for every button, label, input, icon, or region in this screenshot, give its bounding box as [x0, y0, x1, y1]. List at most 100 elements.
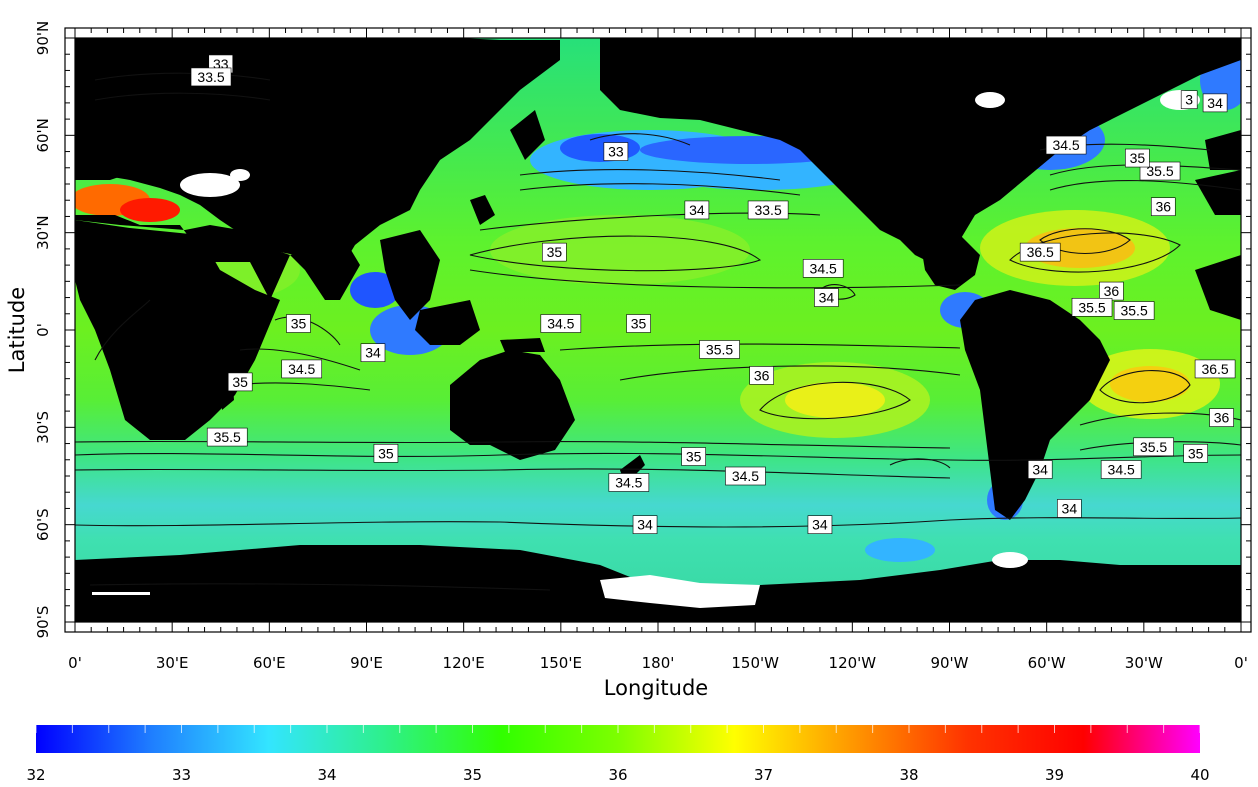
- contour-label-text: 35.5: [1120, 303, 1147, 319]
- contour-label-box: [1202, 93, 1228, 113]
- y-tick-label: 60'N: [34, 118, 52, 152]
- x-tick-label: 60'W: [1028, 654, 1066, 672]
- contour-label-box: [608, 473, 650, 492]
- contour-label-text: 34: [1032, 462, 1048, 478]
- contour-label: 34.5: [725, 466, 766, 486]
- contour-label-box: [373, 443, 399, 463]
- contour-label-text: 36: [1214, 410, 1230, 426]
- contour-label-box: [206, 427, 248, 447]
- colorbar-tick-label: 40: [1190, 766, 1209, 784]
- y-axis-tick-labels: 90'N 60'N 30'N 0' 30'S 60'S 90'S: [34, 21, 52, 639]
- contour-label: 36.5: [1019, 242, 1061, 262]
- contour-label: 35.5: [1071, 297, 1113, 317]
- contour-label-text: 35: [547, 244, 563, 260]
- x-axis-title: Longitude: [604, 676, 708, 700]
- contour-label: 35: [626, 314, 651, 333]
- contour-label-text: 34.5: [547, 316, 574, 332]
- contour-label-box: [1194, 359, 1236, 379]
- contour-label-text: 35: [686, 449, 702, 465]
- x-tick-label: 90'E: [350, 654, 383, 672]
- contour-label: 36: [1209, 408, 1234, 427]
- y-tick-label: 30'S: [34, 411, 52, 444]
- contour-label-text: 34: [1207, 95, 1223, 111]
- frame-ticks: [65, 28, 1251, 632]
- contour-label: 34.5: [1045, 135, 1087, 155]
- contour-label-box: [1139, 161, 1181, 181]
- x-axis-tick-labels: 0' 30'E 60'E 90'E 120'E 150'E 180' 150'W 120'W 90…: [68, 654, 1248, 672]
- x-tick-label: 60'E: [253, 654, 286, 672]
- contour-label-box: [1150, 197, 1176, 217]
- y-tick-label: 0': [34, 323, 52, 337]
- contour-label: 35.5: [1139, 161, 1181, 181]
- contour-label-text: 35: [378, 445, 394, 461]
- contour-label-text: 36: [1155, 199, 1171, 215]
- contour-label-box: [749, 366, 774, 385]
- contour-label-box: [1133, 437, 1174, 457]
- contour-label-box: [1209, 408, 1234, 427]
- contour-label: 34: [360, 343, 386, 363]
- contour-label-box: [681, 447, 706, 466]
- x-tick-label: 0': [68, 654, 82, 672]
- contour-label-box: [540, 314, 582, 333]
- contour-label-box: [1183, 443, 1208, 463]
- contour-label: 34.5: [1100, 460, 1142, 479]
- contour-label: 34: [1202, 93, 1228, 113]
- contour-label-text: 35.5: [706, 341, 733, 357]
- x-tick-label: 120'E: [443, 654, 485, 672]
- contour-label-text: 34: [812, 517, 828, 533]
- contour-label: 34: [814, 288, 839, 307]
- contour-label: 35: [1183, 443, 1208, 463]
- land: [75, 38, 1241, 622]
- contour-label: 35: [681, 447, 706, 466]
- contour-label-box: [190, 67, 232, 87]
- contour-label: 35.5: [1133, 437, 1174, 457]
- contour-label-box: [281, 359, 323, 379]
- x-tick-label: 90'W: [930, 654, 968, 672]
- contour-label-box: [1071, 297, 1113, 317]
- contour-label-text: 33: [608, 144, 624, 160]
- contour-label: 34: [1027, 460, 1053, 479]
- contour-label-box: [814, 288, 839, 307]
- contour-label-text: 36: [1104, 283, 1120, 299]
- colorbar-tick-label: 36: [608, 766, 627, 784]
- colorbar-tick-labels: 32 33 34 35 36 37 38 39 40: [26, 766, 1209, 784]
- x-tick-label: 150'E: [540, 654, 582, 672]
- contour-label-box: [626, 314, 651, 333]
- contour-label: 33: [603, 142, 629, 161]
- contour-label: 35: [286, 314, 311, 333]
- x-tick-label: 30'W: [1125, 654, 1163, 672]
- contour-label-text: 34: [689, 202, 705, 218]
- contour-label: 34.5: [281, 359, 323, 379]
- contour-label: 35.5: [206, 427, 248, 447]
- contour-label-text: 35: [1188, 445, 1204, 461]
- contour-label-text: 33.5: [754, 202, 781, 218]
- contour-label-text: 35.5: [214, 429, 241, 445]
- contour-label: 35: [373, 443, 399, 463]
- contour-label-box: [1113, 301, 1155, 320]
- contour-label-text: 35.5: [1140, 439, 1167, 455]
- contour-label: 35.5: [1113, 301, 1155, 320]
- x-tick-label: 150'W: [731, 654, 779, 672]
- ice-patches: [92, 90, 1200, 608]
- contour-label-box: [227, 372, 253, 392]
- contour-label: 34.5: [540, 314, 582, 333]
- contour-label: 34.5: [608, 473, 650, 492]
- contour-label: 36: [749, 366, 774, 385]
- contour-label-box: [1100, 460, 1142, 479]
- x-tick-label: 120'W: [829, 654, 877, 672]
- x-tick-label: 30'E: [156, 654, 189, 672]
- contour-label-text: 36.5: [1201, 361, 1228, 377]
- contour-label-box: [1045, 135, 1087, 155]
- contour-label-text: 36: [754, 367, 770, 383]
- colorbar-tick-label: 38: [899, 766, 918, 784]
- y-tick-label: 60'S: [34, 508, 52, 541]
- x-tick-label: 0': [1234, 654, 1248, 672]
- colorbar-tick-label: 32: [26, 766, 45, 784]
- contour-label-text: 33.5: [197, 69, 224, 85]
- contour-label-box: [747, 200, 789, 220]
- contour-label: 35.5: [699, 340, 740, 359]
- contour-label: 35: [227, 372, 253, 392]
- contour-label-text: 35.5: [1078, 299, 1105, 315]
